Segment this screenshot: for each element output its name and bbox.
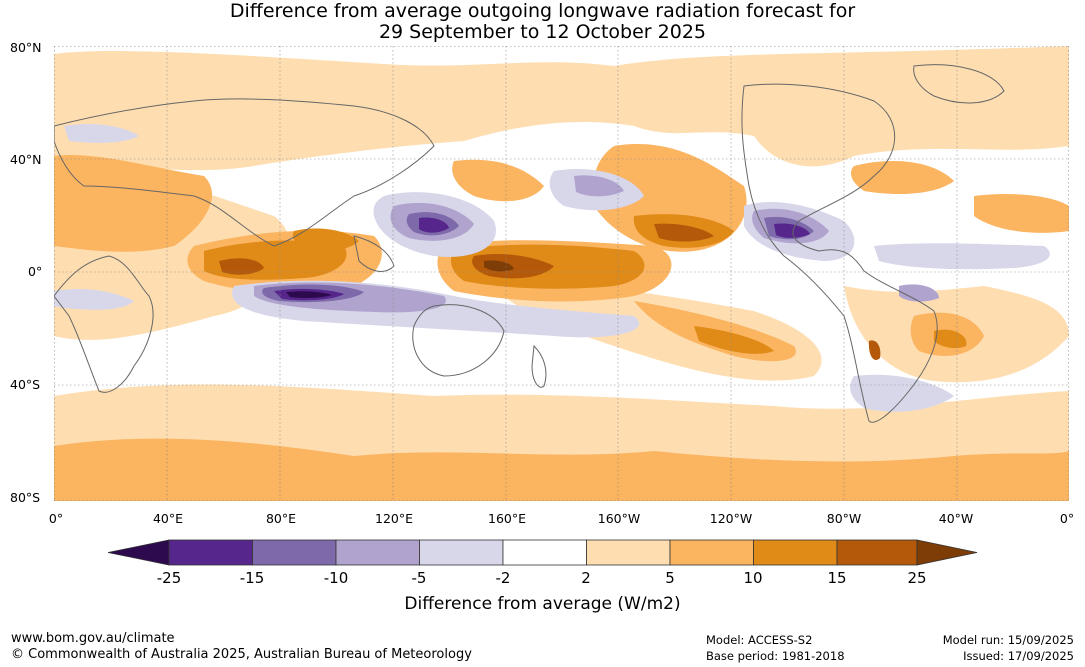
colorbar-tick-label: 25 xyxy=(907,569,927,587)
footer-base-period: Base period: 1981-2018 xyxy=(706,649,845,663)
colorbar-lower-extend xyxy=(108,539,170,566)
colorbar-tick-label: -15 xyxy=(239,569,265,587)
colorbar-tick-label: -2 xyxy=(495,569,511,587)
anomaly-field xyxy=(54,46,1069,501)
colorbar-tick-label: -5 xyxy=(411,569,427,587)
graticule xyxy=(54,46,1069,501)
colorbar-bin-3 xyxy=(335,539,420,566)
lon-label-80w: 80°W xyxy=(826,511,862,526)
colorbar-bin-6 xyxy=(586,539,671,566)
map-title-line-2: 29 September to 12 October 2025 xyxy=(378,21,707,43)
map-title-line-1: Difference from average outgoing longwav… xyxy=(229,0,856,22)
olr-anomaly-map xyxy=(54,46,1069,501)
colorbar-tick-label: -25 xyxy=(156,569,182,587)
lon-label-120e: 120°E xyxy=(374,511,414,526)
lon-label-0-east: 0° xyxy=(1059,511,1075,526)
footer-url: www.bom.gov.au/climate xyxy=(11,631,175,646)
lon-label-40w: 40°W xyxy=(938,511,974,526)
footer-model-run: Model run: 15/09/2025 xyxy=(942,633,1074,647)
lon-label-0: 0° xyxy=(48,511,64,526)
lat-label-40s: 40°S xyxy=(10,377,41,392)
lon-label-40e: 40°E xyxy=(152,511,184,526)
colorbar-title: Difference from average (W/m2) xyxy=(404,594,681,614)
footer-copyright: © Commonwealth of Australia 2025, Austra… xyxy=(11,647,472,662)
coastlines xyxy=(54,64,1005,423)
lon-label-80e: 80°E xyxy=(265,511,297,526)
lat-label-equator: 0° xyxy=(28,264,43,279)
lat-label-40n: 40°N xyxy=(10,152,42,167)
colorbar-bin-5 xyxy=(502,539,587,566)
colorbar-tick-label: 10 xyxy=(743,569,763,587)
lon-label-120w: 120°W xyxy=(709,511,753,526)
colorbar-bin-4 xyxy=(419,539,504,566)
footer-issued: Issued: 17/09/2025 xyxy=(963,649,1074,663)
lat-label-80n: 80°N xyxy=(10,40,42,55)
colorbar xyxy=(108,539,978,566)
colorbar-upper-extend xyxy=(916,539,978,566)
colorbar-bin-9 xyxy=(836,539,918,566)
colorbar-tick-label: 5 xyxy=(665,569,675,587)
lon-label-160e: 160°E xyxy=(487,511,527,526)
colorbar-tick-label: -10 xyxy=(323,569,349,587)
footer-model: Model: ACCESS-S2 xyxy=(706,633,813,647)
colorbar-bin-2 xyxy=(252,539,337,566)
lon-label-160w: 160°W xyxy=(597,511,641,526)
colorbar-tick-label: 2 xyxy=(581,569,591,587)
lat-label-80s: 80°S xyxy=(10,490,41,505)
colorbar-bin-7 xyxy=(669,539,754,566)
colorbar-tick-label: 15 xyxy=(827,569,847,587)
colorbar-bin-8 xyxy=(753,539,838,566)
colorbar-bin-1 xyxy=(168,539,253,566)
